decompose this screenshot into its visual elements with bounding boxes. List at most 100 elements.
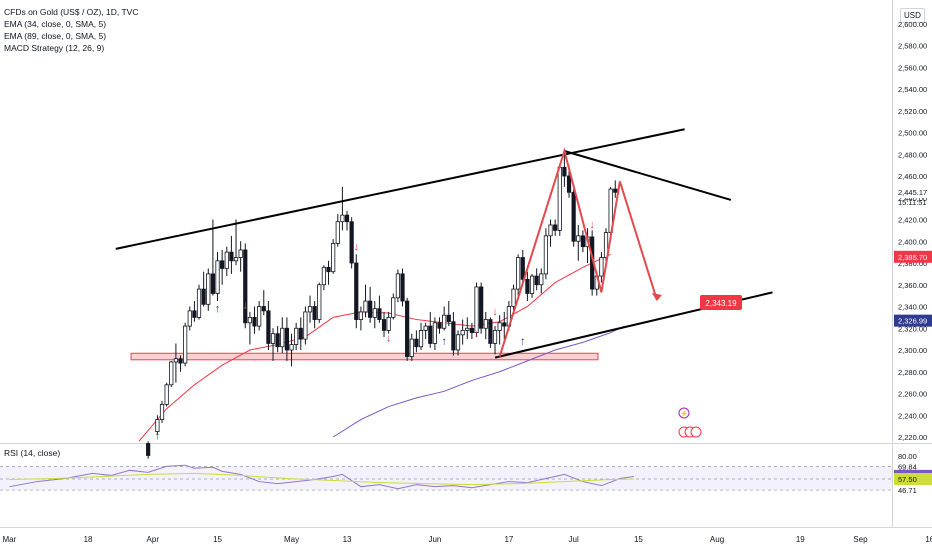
lightning-glyph: ⚡ <box>680 409 689 418</box>
candle-body <box>215 260 220 294</box>
y-tick-label: 2,300.00 <box>898 346 927 355</box>
buy-signal-arrow: ↑ <box>155 430 161 442</box>
candle-body <box>497 322 502 331</box>
candle-body <box>331 243 336 273</box>
buy-signal-arrow: ↑ <box>215 303 221 315</box>
currency-selector[interactable]: USD <box>900 8 925 23</box>
y-tick-label: 2,280.00 <box>898 368 927 377</box>
candle-body <box>289 344 294 351</box>
candle-body <box>516 257 521 290</box>
earnings-icon <box>690 426 702 438</box>
support-zone <box>130 352 599 361</box>
target-arrowhead <box>651 292 662 301</box>
candle-body <box>455 334 461 351</box>
candle-body <box>243 249 248 324</box>
candle-body <box>442 314 447 329</box>
candle-body <box>349 221 354 264</box>
ema89-line <box>332 325 625 438</box>
lightning-icon <box>678 407 690 419</box>
y-tick-label: 2,440.00 <box>898 194 927 203</box>
candle-body <box>340 214 345 223</box>
x-tick-label: 19 <box>796 535 805 544</box>
candle-body <box>502 322 507 327</box>
ema89-price-tag: 2,326.99 <box>898 317 927 326</box>
candle-body <box>465 327 470 331</box>
candle-body <box>557 166 562 231</box>
candle-body <box>599 257 604 277</box>
candle-body <box>238 249 243 258</box>
candle-body <box>146 443 151 456</box>
candle-body <box>409 338 414 357</box>
candle-body <box>206 273 211 305</box>
y-tick-label: 2,400.00 <box>898 237 927 246</box>
candle-body <box>335 221 340 244</box>
candle-body <box>580 235 586 248</box>
y-tick-label: 2,520.00 <box>898 107 927 116</box>
candle-body <box>178 358 183 364</box>
x-tick-label: 13 <box>343 535 352 544</box>
y-tick-label: 2,380.00 <box>898 259 927 268</box>
current-price-tag-bg <box>894 186 932 199</box>
candle-body <box>418 330 424 348</box>
buy-signal-arrow: ↑ <box>441 336 447 348</box>
candle-body <box>280 327 285 348</box>
current-price-tag: 2,445.17 <box>898 188 927 197</box>
x-tick-label: Sep <box>853 535 868 544</box>
y-tick-label: 2,540.00 <box>898 85 927 94</box>
candle-body <box>187 310 192 327</box>
target-price-label: 2,343.19 <box>705 299 737 308</box>
candle-body <box>363 300 368 313</box>
legend-title: CFDs on Gold (US$ / OZ), 1D, TVC <box>4 7 139 17</box>
candle-body <box>414 338 419 348</box>
candle-body <box>534 275 539 286</box>
candle-body <box>539 273 544 286</box>
candle-body <box>479 286 484 329</box>
x-tick-label: Aug <box>710 535 724 544</box>
rsi-line <box>9 464 634 490</box>
candle-body <box>192 310 197 318</box>
rsi-level-label: 80.00 <box>898 452 917 461</box>
upper-channel-line <box>115 128 685 250</box>
sell-signal-arrow: ↓ <box>386 332 392 344</box>
y-tick-label: 2,220.00 <box>898 433 927 442</box>
y-tick-label: 2,420.00 <box>898 216 927 225</box>
candle-body <box>321 266 327 286</box>
candle-body <box>451 321 456 351</box>
resistance-line <box>564 150 732 201</box>
y-tick-label: 2,320.00 <box>898 324 927 333</box>
candle-body <box>437 322 442 329</box>
y-tick-label: 2,240.00 <box>898 411 927 420</box>
countdown-label: 15:11:51 <box>898 198 927 207</box>
candle-body <box>270 333 276 344</box>
sell-signal-arrow: ↓ <box>474 328 480 340</box>
candle-body <box>261 306 266 312</box>
candle-body <box>483 319 488 329</box>
x-tick-label: Apr <box>147 535 160 544</box>
x-tick-label: 18 <box>84 535 93 544</box>
sell-signal-arrow: ↓ <box>492 306 498 318</box>
y-tick-label: 2,260.00 <box>898 390 927 399</box>
x-tick-label: May <box>284 535 299 544</box>
candle-body <box>317 284 322 320</box>
candle-body <box>275 333 280 348</box>
candle-body <box>529 275 535 294</box>
candle-body <box>368 300 373 318</box>
rsi-level-label: 57.50 <box>898 475 917 484</box>
candle-body <box>566 175 572 193</box>
buy-signal-arrow: ↑ <box>520 336 526 348</box>
candle-body <box>196 288 202 318</box>
rsi-level-label: 46.71 <box>898 486 917 495</box>
candle-body <box>571 191 576 242</box>
candle-body <box>428 325 433 344</box>
y-tick-label: 2,340.00 <box>898 303 927 312</box>
candle-body <box>183 325 188 364</box>
candle-body <box>511 288 516 307</box>
ema34-price-tag-bg <box>894 250 932 263</box>
candle-body <box>488 319 493 344</box>
sell-signal-arrow: ↓ <box>589 219 595 231</box>
candle-body <box>312 306 317 320</box>
candle-body <box>543 235 549 275</box>
rsi-band <box>0 466 892 491</box>
candle-body <box>613 188 618 193</box>
